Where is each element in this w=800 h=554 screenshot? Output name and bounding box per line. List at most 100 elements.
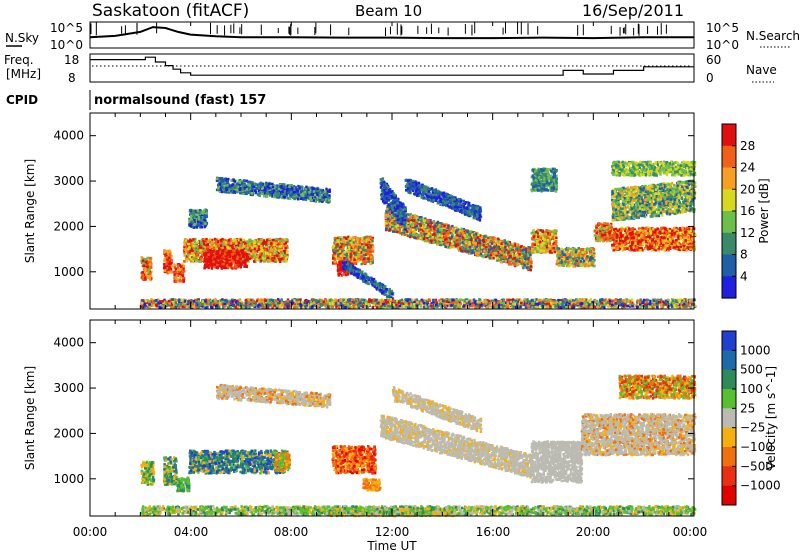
- scatter-cell: [368, 253, 372, 257]
- scatter-cell: [178, 272, 181, 276]
- scatter-cell: [141, 274, 144, 277]
- scatter-cell: [350, 241, 353, 245]
- scatter-cell: [461, 237, 464, 241]
- scatter-cell: [274, 251, 278, 255]
- scatter-cell: [177, 263, 180, 266]
- scatter-cell: [365, 239, 368, 242]
- scatter-cell: [182, 265, 185, 268]
- scatter-cell: [354, 245, 357, 248]
- scatter-cell: [164, 252, 167, 256]
- scatter-cell: [313, 196, 317, 199]
- scatter-cell: [472, 248, 475, 252]
- scatter-cell: [250, 243, 253, 246]
- scatter-cell: [242, 257, 245, 260]
- scatter-cell: [269, 185, 273, 188]
- scatter-cell: [345, 252, 349, 256]
- scatter-cell: [216, 245, 220, 248]
- scatter-cell: [332, 244, 336, 248]
- scatter-cell: [339, 257, 342, 260]
- scatter-cell: [170, 255, 173, 258]
- scatter-cell: [142, 273, 146, 277]
- scatter-cell: [189, 220, 193, 223]
- scatter-cell: [264, 248, 267, 251]
- scatter-cell: [315, 192, 319, 195]
- scatter-cell: [348, 247, 351, 251]
- scatter-cell: [200, 258, 203, 262]
- scatter-cell: [344, 239, 348, 242]
- scatter-cell: [221, 177, 224, 180]
- scatter-cell: [353, 258, 356, 261]
- scatter-cell: [454, 239, 457, 242]
- scatter-cell: [229, 185, 232, 189]
- scatter-cell: [215, 256, 219, 259]
- scatter-cell: [238, 248, 241, 251]
- scatter-cell: [184, 248, 187, 251]
- scatter-cell: [193, 249, 196, 253]
- scatter-cell: [188, 223, 191, 227]
- scatter-cell: [169, 267, 173, 271]
- scatter-cell: [283, 192, 286, 196]
- scatter-cell: [144, 278, 147, 281]
- scatter-cell: [277, 255, 280, 258]
- scatter-cell: [220, 184, 223, 188]
- scatter-cell: [227, 249, 231, 253]
- scatter-cell: [259, 253, 262, 256]
- scatter-cell: [283, 243, 286, 246]
- scatter-cell: [279, 245, 282, 248]
- scatter-cell: [185, 246, 189, 250]
- scatter-cell: [258, 238, 261, 241]
- scatter-cell: [236, 182, 239, 186]
- scatter-cell: [294, 186, 298, 189]
- scatter-cell: [318, 198, 322, 202]
- scatter-cell: [388, 215, 391, 218]
- scatter-cell: [182, 279, 186, 282]
- scatter-cell: [502, 254, 505, 257]
- scatter-cell: [223, 182, 226, 186]
- scatter-cell: [238, 246, 241, 250]
- scatter-cell: [147, 271, 150, 274]
- scatter-cell: [296, 190, 299, 193]
- scatter-cell: [342, 240, 345, 244]
- scatter-cell: [186, 253, 190, 257]
- scatter-cell: [435, 228, 438, 232]
- scatter-cell: [260, 182, 264, 186]
- scatter-cell: [202, 242, 206, 246]
- scatter-cell: [169, 270, 173, 274]
- scatter-cell: [362, 257, 365, 261]
- scatter-cell: [304, 198, 308, 202]
- scatter-cell: [231, 253, 234, 256]
- scatter-cell: [284, 254, 287, 257]
- scatter-cell: [345, 255, 348, 259]
- scatter-cell: [317, 200, 321, 203]
- scatter-cell: [203, 238, 206, 242]
- scatter-cell: [254, 183, 257, 186]
- scatter-cell: [339, 238, 342, 241]
- scatter-cell: [337, 253, 340, 256]
- scatter-cell: [327, 199, 330, 202]
- scatter-cell: [328, 194, 331, 197]
- scatter-cell: [193, 247, 196, 251]
- scatter-cell: [207, 253, 210, 256]
- scatter-cell: [188, 246, 191, 249]
- scatter-cell: [339, 265, 342, 268]
- scatter-cell: [180, 267, 183, 270]
- scatter-cell: [369, 235, 372, 239]
- scatter-cell: [199, 249, 202, 252]
- scatter-cell: [269, 194, 272, 197]
- scatter-cell: [259, 239, 263, 243]
- scatter-cell: [195, 218, 198, 221]
- scatter-cell: [259, 185, 262, 188]
- scatter-cell: [242, 260, 245, 263]
- scatter-cell: [452, 245, 455, 249]
- scatter-cell: [228, 253, 231, 256]
- scatter-cell: [413, 228, 416, 231]
- scatter-cell: [266, 260, 270, 263]
- scatter-cell: [369, 262, 372, 265]
- scatter-cell: [306, 191, 310, 194]
- scatter-cell: [146, 256, 149, 260]
- scatter-cell: [332, 249, 335, 253]
- scatter-cell: [345, 249, 349, 253]
- scatter-cell: [301, 189, 304, 193]
- scatter-cell: [357, 255, 360, 258]
- scatter-cell: [310, 199, 313, 202]
